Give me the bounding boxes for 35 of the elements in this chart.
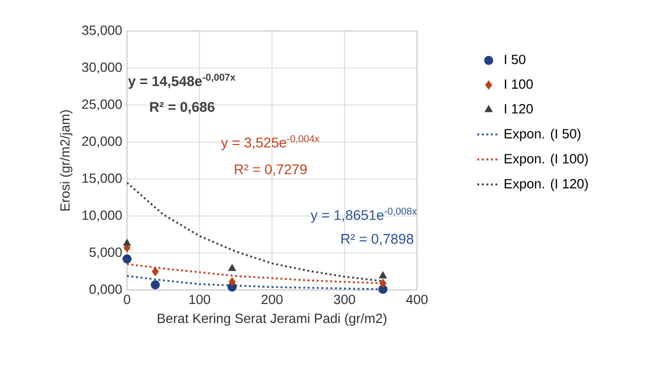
- x-tick-label: 200: [262, 294, 283, 304]
- annotation: R² = 0,7898: [342, 234, 414, 246]
- x-tick-label: 100: [189, 294, 210, 304]
- point: [378, 271, 387, 278]
- x-tick-label: 400: [406, 294, 428, 304]
- point: [228, 277, 236, 286]
- y-tick-label: 35,000: [82, 26, 122, 37]
- annotation: R² = 0,686: [150, 102, 214, 114]
- point: [123, 238, 131, 246]
- y-tick-label: 30,000: [82, 62, 122, 74]
- annotation: y = 3,525e$^{-0,004x}$: [221, 135, 320, 150]
- point: [152, 266, 159, 276]
- annotation: y = 1,8651e$^{-0,008x}$: [310, 208, 417, 223]
- y-tick-label: 0,000: [89, 284, 122, 296]
- point: [379, 278, 386, 288]
- y-axis-title: Erosi (gr/m2/jam): [60, 110, 72, 211]
- x-tick-label: 300: [334, 294, 356, 304]
- y-tick-label: 15,000: [82, 174, 122, 185]
- x-axis-title: Berat Kering Serat Jerami Padi (gr/m2): [158, 313, 386, 326]
- annotation: R² = 0,7279: [234, 164, 307, 176]
- legend-label: I 100: [504, 79, 533, 89]
- y-tick-label: 25,000: [82, 100, 122, 111]
- y-tick-label: 5,000: [89, 248, 122, 259]
- legend-label: Expon. (I 50): [504, 128, 580, 142]
- legend-label: Expon. (I 120): [504, 178, 588, 192]
- annotation: y = 14,548e$^{-0,007x}$: [128, 74, 236, 89]
- point: [150, 280, 160, 290]
- legend-label: I 50: [504, 54, 526, 64]
- y-tick-label: 10,000: [82, 210, 122, 222]
- x-tick-label: 0: [124, 294, 130, 304]
- legend-label: I 120: [504, 104, 533, 114]
- point: [122, 254, 132, 264]
- legend-label: Expon. (I 100): [504, 154, 588, 166]
- point: [228, 264, 236, 271]
- y-tick-label: 20,000: [82, 136, 122, 148]
